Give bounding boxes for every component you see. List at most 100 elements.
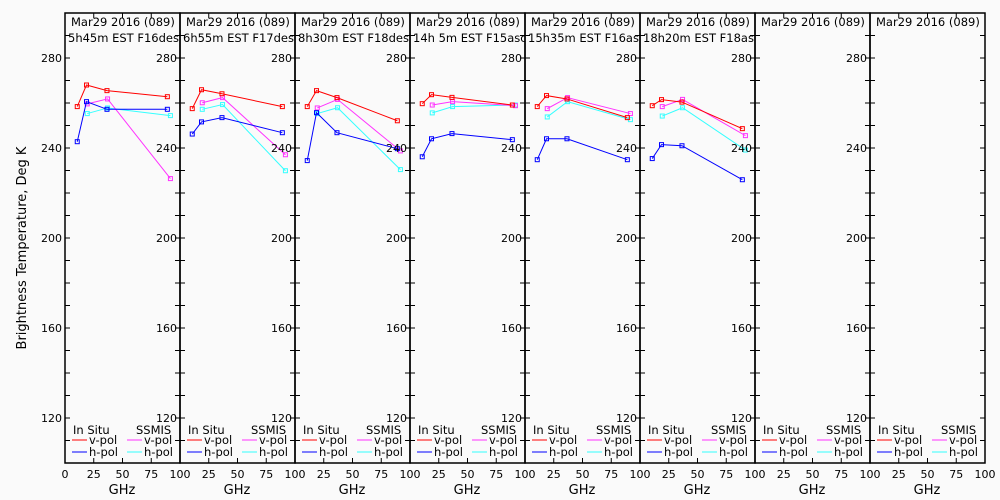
x-tick-label: 100 (285, 468, 306, 481)
series-line-insitu-v (76, 84, 168, 107)
x-tick-label: 25 (892, 468, 906, 481)
data-point-ssmis-h (84, 111, 90, 117)
data-point-insitu-h (544, 136, 550, 142)
x-tick-label: 25 (662, 468, 676, 481)
legend-ssmis-v-label: v-pol (489, 433, 517, 447)
series-line-ssmis-h (432, 104, 516, 114)
y-tick-label: 240 (731, 142, 752, 155)
data-point-insitu-v (419, 101, 425, 107)
legend-insitu-v-label: v-pol (894, 433, 922, 447)
legend-insitu-h-label: h-pol (664, 445, 693, 459)
data-point-insitu-h (164, 106, 170, 112)
x-tick-label: 100 (745, 468, 766, 481)
data-point-insitu-v (544, 93, 550, 99)
data-point-insitu-v (334, 95, 340, 101)
data-point-insitu-v (104, 88, 110, 94)
panel-subtitle: 8h30m EST F18des (298, 31, 409, 45)
y-tick-label: 240 (616, 142, 637, 155)
legend-insitu-v-label: v-pol (319, 433, 347, 447)
legend-ssmis-h-label: h-pol (144, 445, 173, 459)
data-point-ssmis-h (544, 114, 550, 120)
y-tick-label: 200 (41, 232, 62, 245)
x-tick-label: 25 (432, 468, 446, 481)
data-point-insitu-h (314, 110, 320, 116)
legend-ssmis-h-label: h-pol (834, 445, 863, 459)
y-tick-label: 120 (501, 412, 522, 425)
data-point-ssmis-h (397, 167, 403, 173)
y-tick-label: 200 (156, 232, 177, 245)
y-tick-label: 160 (271, 322, 292, 335)
series-line-ssmis-h (202, 104, 286, 172)
data-point-ssmis-h (105, 105, 111, 111)
y-tick-label: 160 (41, 322, 62, 335)
legend-insitu-v-label: v-pol (434, 433, 462, 447)
panel-8: 120 160 200 240 280 25 50 75 100 GHz Mar29 2016 (0… (846, 12, 996, 498)
series-line-insitu-v (421, 94, 513, 106)
panel-header: Mar29 2016 (089) (876, 15, 980, 29)
data-point-insitu-v (74, 104, 80, 110)
data-point-insitu-v (219, 91, 225, 97)
x-tick-label: 75 (489, 468, 503, 481)
y-tick-label: 120 (156, 412, 177, 425)
x-axis-title: GHz (109, 483, 136, 498)
panel-title: Mar29 2016 (089) (416, 15, 520, 29)
y-tick-label: 240 (156, 142, 177, 155)
panel-title: Mar29 2016 (089) (876, 15, 980, 29)
panel-subtitle: 14h 5m EST F15asc (413, 31, 527, 45)
data-point-ssmis-h (220, 102, 226, 108)
data-point-ssmis-h (167, 113, 173, 119)
y-tick-label: 200 (501, 232, 522, 245)
legend-ssmis-v-label: v-pol (834, 433, 862, 447)
data-point-ssmis-h (199, 106, 205, 112)
y-tick-label: 160 (846, 322, 867, 335)
y-tick-label: 200 (386, 232, 407, 245)
y-tick-label: 280 (271, 52, 292, 65)
data-point-insitu-v (564, 96, 570, 102)
series-line-insitu-h (651, 144, 743, 181)
data-point-ssmis-v (314, 105, 320, 111)
data-point-insitu-h (624, 157, 630, 163)
data-point-insitu-v (534, 104, 540, 110)
series-line-insitu-h (306, 111, 398, 161)
x-tick-label: 100 (860, 468, 881, 481)
data-point-insitu-v (624, 115, 630, 121)
panel-header: Mar29 2016 (089) 15h35m EST F16asc (528, 15, 640, 45)
series-line-ssmis-h (546, 101, 631, 121)
x-axis-title: GHz (914, 483, 941, 498)
panel-subtitle: 5h45m EST F16des (68, 31, 179, 45)
data-point-ssmis-v (680, 96, 686, 102)
series-line-insitu-h (536, 138, 628, 161)
legend-insitu-title: In Situ (878, 423, 915, 437)
data-point-ssmis-h (742, 147, 748, 153)
y-tick-label: 200 (731, 232, 752, 245)
panel-title: Mar29 2016 (089) (531, 15, 635, 29)
y-tick-label: 280 (616, 52, 637, 65)
y-tick-label: 280 (846, 52, 867, 65)
y-tick-label: 160 (386, 322, 407, 335)
legend-ssmis-v-label: v-pol (259, 433, 287, 447)
y-tick-label: 240 (386, 142, 407, 155)
data-point-insitu-h (429, 136, 435, 142)
y-tick-label: 120 (386, 412, 407, 425)
legend-insitu-title: In Situ (303, 423, 340, 437)
legend-ssmis-h-label: h-pol (719, 445, 748, 459)
x-tick-label: 75 (374, 468, 388, 481)
legend-ssmis-v-label: v-pol (144, 433, 172, 447)
data-point-insitu-h (649, 156, 655, 162)
data-point-ssmis-v (627, 111, 633, 117)
legend-ssmis-h-label: h-pol (489, 445, 518, 459)
legend-ssmis-v-label: v-pol (719, 433, 747, 447)
y-tick-label: 240 (501, 142, 522, 155)
legend-insitu-v-label: v-pol (204, 433, 232, 447)
data-point-insitu-h (739, 177, 745, 183)
x-tick-label: 75 (719, 468, 733, 481)
x-tick-label: 50 (921, 468, 935, 481)
legend-ssmis-title: SSMIS (711, 423, 746, 437)
data-point-insitu-v (394, 118, 400, 124)
data-point-insitu-v (509, 102, 515, 108)
data-point-ssmis-v (199, 100, 205, 106)
legend-ssmis-h-label: h-pol (374, 445, 403, 459)
legend-ssmis-h-label: h-pol (604, 445, 633, 459)
y-tick-label: 120 (731, 412, 752, 425)
